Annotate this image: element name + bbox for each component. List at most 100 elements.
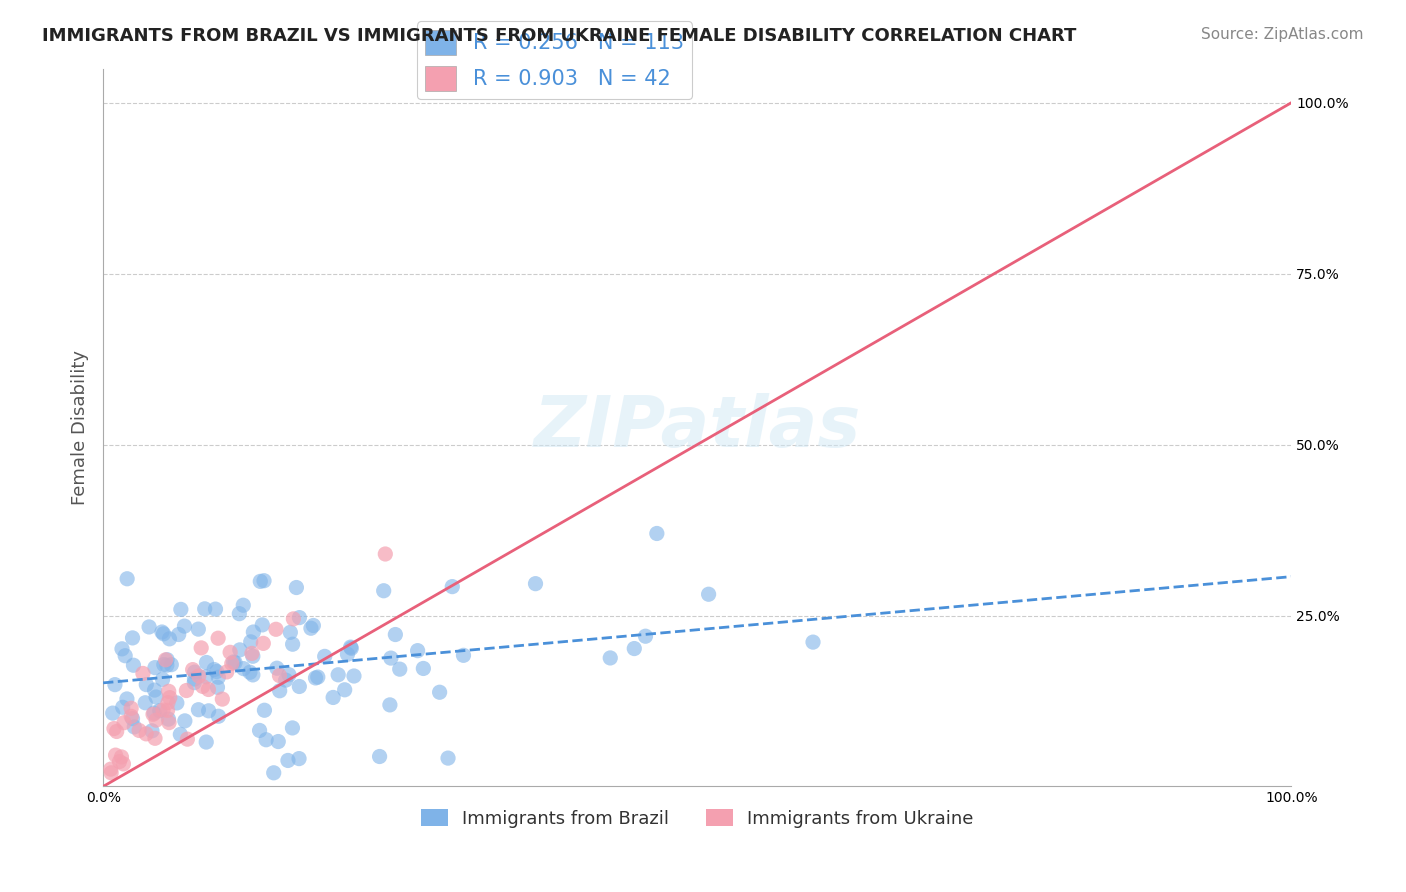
Point (288, 751, 311, 765)
Point (328, 667, 350, 681)
Point (373, 583, 395, 598)
Point (288, 610, 311, 624)
Point (281, 721, 304, 735)
Point (112, 756, 135, 771)
Point (280, 625, 302, 640)
Point (263, 765, 285, 780)
Point (252, 618, 274, 632)
Point (115, 692, 138, 706)
Point (242, 668, 264, 682)
Point (101, 706, 124, 720)
Point (157, 684, 180, 698)
Point (207, 681, 229, 695)
Point (190, 640, 212, 655)
Point (623, 641, 645, 656)
Point (302, 618, 325, 632)
Point (195, 656, 218, 670)
Point (105, 724, 128, 739)
Point (195, 735, 218, 749)
Point (378, 698, 401, 712)
Point (207, 709, 229, 723)
Point (104, 748, 127, 763)
Point (159, 632, 181, 646)
Point (111, 700, 134, 714)
Point (221, 657, 243, 671)
Point (441, 580, 464, 594)
Point (368, 749, 391, 764)
Point (374, 547, 396, 561)
Point (384, 627, 406, 641)
Point (153, 657, 176, 672)
Point (120, 709, 142, 723)
Point (138, 620, 160, 634)
Point (307, 670, 329, 684)
Point (240, 647, 263, 661)
Point (155, 653, 177, 667)
Point (228, 607, 250, 621)
Point (143, 683, 166, 698)
Point (100, 765, 122, 780)
Point (281, 637, 304, 651)
Point (437, 751, 460, 765)
Point (103, 722, 125, 736)
Point (187, 669, 209, 683)
Text: IMMIGRANTS FROM BRAZIL VS IMMIGRANTS FROM UKRAINE FEMALE DISABILITY CORRELATION : IMMIGRANTS FROM BRAZIL VS IMMIGRANTS FRO… (42, 27, 1077, 45)
Point (645, 526, 668, 541)
Point (429, 685, 451, 699)
Point (166, 696, 188, 710)
Point (204, 602, 226, 616)
Point (453, 648, 475, 663)
Point (110, 750, 132, 764)
Text: ZIPatlas: ZIPatlas (533, 393, 860, 462)
Point (152, 673, 174, 687)
Point (124, 720, 146, 734)
Point (269, 668, 291, 682)
Point (173, 619, 195, 633)
Point (333, 682, 356, 697)
Point (104, 678, 127, 692)
Point (232, 599, 254, 613)
Point (187, 622, 209, 636)
Point (239, 665, 262, 680)
Point (183, 675, 205, 690)
Point (100, 762, 122, 776)
Point (181, 663, 204, 677)
Point (412, 661, 434, 675)
Point (145, 690, 167, 704)
Point (388, 662, 411, 676)
Point (194, 602, 217, 616)
Point (524, 576, 547, 591)
Point (197, 704, 219, 718)
Point (266, 661, 288, 675)
Point (142, 707, 165, 722)
Point (229, 643, 252, 657)
Point (314, 649, 336, 664)
Point (339, 640, 361, 654)
Point (283, 612, 305, 626)
Point (253, 703, 276, 717)
Point (156, 703, 179, 717)
Point (157, 715, 180, 730)
Point (239, 635, 262, 649)
Point (242, 649, 264, 664)
Point (634, 629, 657, 643)
Point (143, 706, 166, 720)
Text: Source: ZipAtlas.com: Source: ZipAtlas.com (1201, 27, 1364, 42)
Point (128, 723, 150, 738)
Point (108, 755, 131, 769)
Point (135, 727, 157, 741)
Point (340, 641, 363, 656)
Point (801, 635, 824, 649)
Point (149, 704, 172, 718)
Point (114, 648, 136, 663)
Point (156, 658, 179, 673)
Point (406, 643, 429, 657)
Point (152, 627, 174, 641)
Point (122, 658, 145, 673)
Point (141, 723, 163, 738)
Point (121, 631, 143, 645)
Point (242, 625, 264, 640)
Point (156, 696, 179, 710)
Point (183, 672, 205, 686)
Point (173, 714, 195, 728)
